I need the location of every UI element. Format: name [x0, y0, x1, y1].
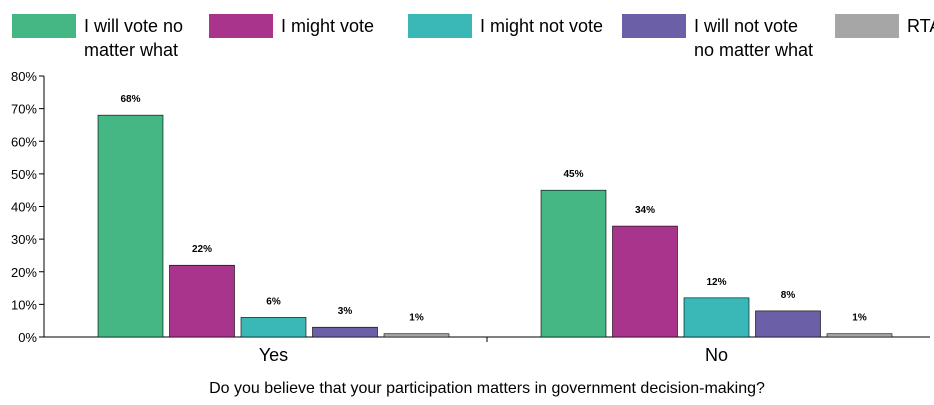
- y-tick-label: 70%: [11, 102, 37, 117]
- data-label: 34%: [635, 205, 655, 216]
- bar-no-series-3: [683, 297, 750, 338]
- bar-yes-series-5: [383, 333, 450, 338]
- data-label: 22%: [192, 244, 212, 255]
- legend-swatch: [12, 14, 76, 38]
- y-tick-label: 20%: [11, 265, 37, 280]
- data-label: 12%: [706, 277, 726, 288]
- data-label: 8%: [781, 290, 796, 301]
- y-tick-label: 30%: [11, 232, 37, 247]
- legend-swatch: [209, 14, 273, 38]
- x-axis-title: Do you believe that your participation m…: [209, 380, 765, 397]
- legend-item: I might not vote: [408, 14, 603, 38]
- data-label: 6%: [266, 296, 281, 307]
- data-label: 3%: [338, 306, 353, 317]
- y-tick-label: 10%: [11, 297, 37, 312]
- legend-swatch: [622, 14, 686, 38]
- legend-item: RTA: [835, 14, 934, 38]
- bar-no-series-4: [755, 310, 821, 338]
- y-tick-label: 50%: [11, 167, 37, 182]
- legend-item: I will vote no matter what: [12, 14, 183, 62]
- legend-label: RTA: [907, 16, 934, 36]
- bar-yes-series-3: [240, 317, 307, 338]
- bar-no-series-2: [612, 225, 678, 338]
- legend-item: I might vote: [209, 14, 374, 38]
- y-tick-label: 60%: [11, 134, 37, 149]
- legend-label: I will not vote no matter what: [694, 16, 814, 60]
- data-label: 1%: [409, 313, 424, 324]
- bar-no-series-5: [826, 333, 893, 338]
- y-tick-label: 40%: [11, 200, 37, 215]
- y-tick-label: 0%: [18, 330, 37, 345]
- y-tick-label: 80%: [11, 69, 37, 84]
- data-label: 68%: [120, 94, 140, 105]
- data-label: 1%: [852, 313, 867, 324]
- legend-label: I might vote: [281, 16, 375, 36]
- x-category-label: No: [705, 345, 728, 365]
- legend-label: I will vote no matter what: [84, 16, 184, 60]
- bar-no-series-1: [540, 189, 607, 338]
- bar-yes-series-1: [97, 114, 164, 338]
- x-category-label: Yes: [259, 345, 288, 365]
- legend-swatch: [408, 14, 472, 38]
- bar-yes-series-4: [312, 326, 378, 338]
- legend-swatch: [835, 14, 899, 38]
- legend-label: I might not vote: [480, 16, 604, 36]
- data-label: 45%: [563, 169, 583, 180]
- legend-item: I will not vote no matter what: [622, 14, 813, 62]
- bar-yes-series-2: [169, 264, 235, 338]
